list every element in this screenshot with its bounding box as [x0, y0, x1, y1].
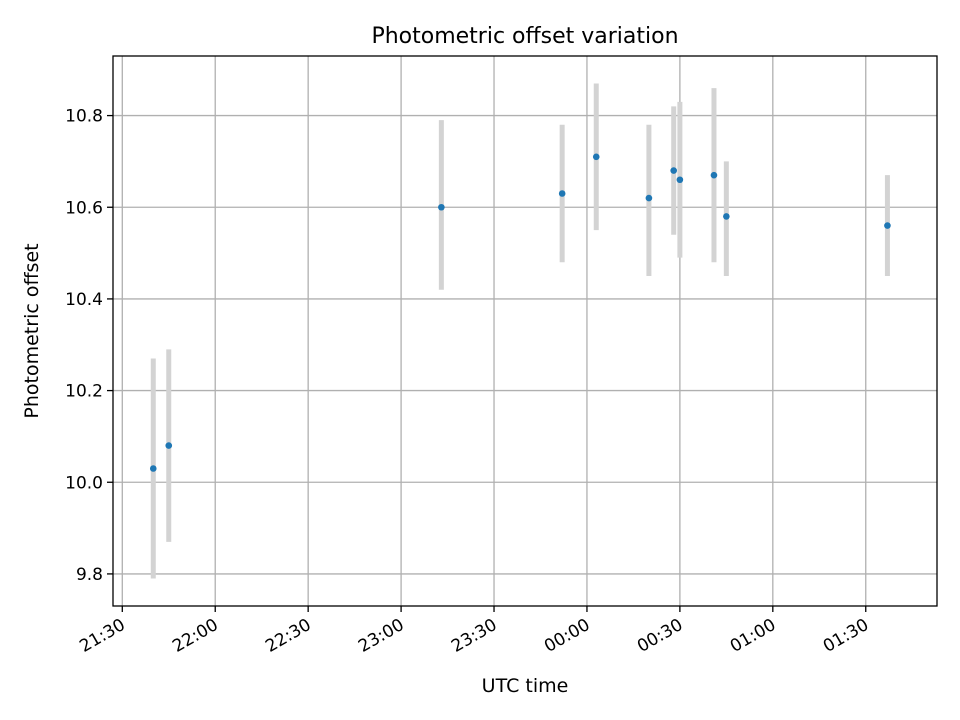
- data-point: [723, 213, 730, 220]
- y-tick-label: 9.8: [76, 565, 103, 585]
- y-tick-label: 10.4: [65, 290, 103, 310]
- y-tick-label: 10.0: [65, 473, 103, 493]
- y-axis-ticks: 9.8 10.0 10.2 10.4 10.6 10.8: [65, 107, 113, 585]
- data-point: [149, 465, 157, 472]
- data-point: [165, 442, 173, 449]
- data-point: [884, 222, 891, 229]
- x-axis-label: UTC time: [482, 675, 569, 697]
- data-point: [710, 171, 718, 179]
- data-point: [670, 167, 677, 174]
- data-point: [438, 203, 445, 211]
- data-point: [558, 190, 566, 197]
- data-point: [676, 176, 684, 184]
- data-points: [149, 153, 891, 472]
- plot-area-frame: [112, 55, 938, 607]
- grid-lines: [113, 56, 937, 606]
- y-tick-label: 10.2: [65, 382, 103, 402]
- y-tick-label: 10.6: [65, 198, 103, 218]
- chart-title: Photometric offset variation: [371, 24, 678, 49]
- y-axis-label: Photometric offset: [21, 243, 43, 418]
- y-tick-label: 10.8: [65, 107, 103, 127]
- data-point: [645, 194, 653, 202]
- data-point: [592, 153, 600, 161]
